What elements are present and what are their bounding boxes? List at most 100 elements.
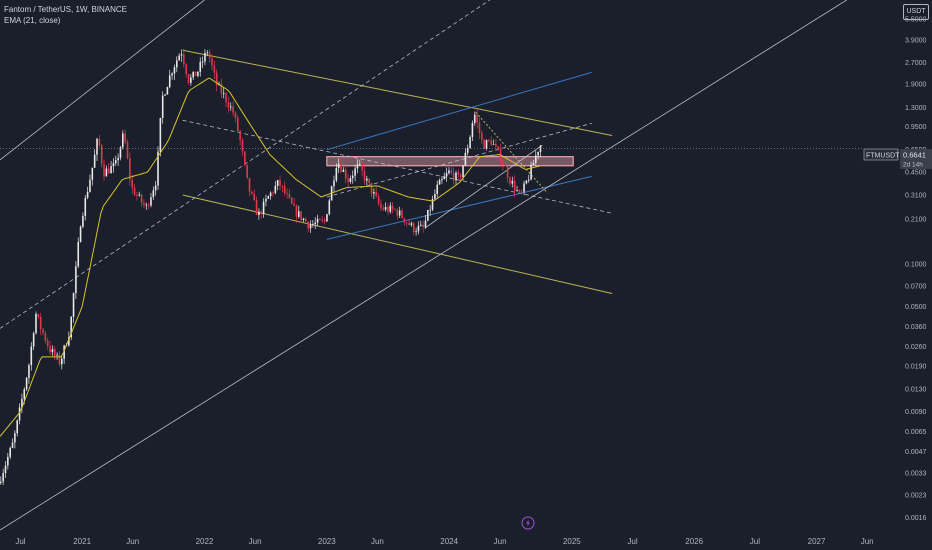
candle-body xyxy=(342,169,345,172)
descending-channel-upper xyxy=(182,49,613,136)
x-tick-label: 2024 xyxy=(440,537,458,546)
candle-body xyxy=(265,198,267,202)
y-tick-label: 0.0130 xyxy=(905,387,927,394)
annotations-layer xyxy=(0,0,847,531)
candle-body xyxy=(244,151,246,165)
candle-body xyxy=(513,180,516,191)
candle-body xyxy=(262,201,265,215)
candle-body xyxy=(337,163,340,168)
candle-body xyxy=(438,180,441,185)
x-tick-label: Jun xyxy=(371,537,384,546)
candle-body xyxy=(429,209,431,211)
candle-body xyxy=(537,151,539,156)
candle-body xyxy=(504,165,507,167)
candle-body xyxy=(46,340,49,346)
candle-body xyxy=(236,117,239,132)
candle-body xyxy=(190,77,192,83)
candle-body xyxy=(434,194,436,199)
candle-body xyxy=(302,218,305,221)
candle-body xyxy=(530,164,532,180)
time-axis[interactable]: Jul 2021 Jun 2022 Jun 2023 Jun 2024 Jun 2025 Jul 20… xyxy=(15,537,873,546)
candle-body xyxy=(398,210,401,216)
candle-body xyxy=(307,221,309,229)
candle-body xyxy=(98,138,101,146)
candle-body xyxy=(391,205,394,210)
rising-channel-upper xyxy=(0,0,205,161)
candle-body xyxy=(260,211,263,215)
candle-body xyxy=(204,53,206,62)
candle-body xyxy=(424,220,427,228)
candle-body xyxy=(314,222,317,225)
candle-body xyxy=(476,114,478,123)
candle-body xyxy=(215,72,218,86)
resistance-zone xyxy=(326,156,574,167)
candle-body xyxy=(427,210,429,221)
candle-body xyxy=(220,83,223,94)
candle-body xyxy=(490,140,492,145)
candle-body xyxy=(114,160,117,164)
candle-body xyxy=(152,190,155,198)
candle-body xyxy=(377,196,380,204)
candle-body xyxy=(321,219,324,221)
ema-21-line xyxy=(0,77,540,437)
candle-body xyxy=(143,202,145,206)
price-tag-countdown: 2d 14h xyxy=(903,162,923,169)
rising-channel-lower xyxy=(0,0,847,531)
candle-body xyxy=(150,197,152,206)
x-tick-label: Jun xyxy=(861,537,874,546)
candle-body xyxy=(403,218,406,223)
candle-body xyxy=(72,293,75,317)
candle-body xyxy=(412,223,415,233)
candle-body xyxy=(126,141,129,159)
candle-body xyxy=(180,54,183,56)
candle-body xyxy=(86,191,89,198)
replay-button[interactable] xyxy=(521,516,535,530)
candle-body xyxy=(112,163,115,167)
candle-body xyxy=(417,225,420,232)
currency-unit-button[interactable]: USDT xyxy=(903,4,929,20)
candle-body xyxy=(201,61,204,63)
candle-body xyxy=(312,224,314,226)
candle-body xyxy=(234,112,237,118)
price-tag-value: 0.6641 xyxy=(903,151,926,160)
candle-body xyxy=(368,178,370,183)
y-tick-label: 0.0016 xyxy=(905,515,927,522)
y-tick-label: 0.0090 xyxy=(905,409,927,416)
zones-layer xyxy=(326,156,574,167)
candle-body xyxy=(255,200,258,215)
x-tick-label: Jun xyxy=(494,537,507,546)
candle-body xyxy=(297,211,300,217)
candle-body xyxy=(32,333,35,347)
candle-body xyxy=(525,180,528,184)
price-axis[interactable]: 5.50003.90002.70001.90001.30000.95000.65… xyxy=(905,16,927,521)
candle-body xyxy=(77,242,80,267)
candle-body xyxy=(396,209,399,216)
candle-body xyxy=(91,167,94,180)
candle-body xyxy=(384,206,387,210)
candle-body xyxy=(131,179,133,188)
candle-body xyxy=(82,216,84,227)
candle-body xyxy=(333,180,335,187)
candle-body xyxy=(420,224,422,226)
candle-body xyxy=(258,211,260,215)
candle-body xyxy=(450,170,453,173)
candle-body xyxy=(56,354,58,356)
candle-body xyxy=(119,147,122,158)
candle-body xyxy=(145,204,148,206)
symbol-title[interactable]: Fantom / TetherUS, 1W, BINANCE xyxy=(4,5,128,14)
indicator-label[interactable]: EMA (21, close) xyxy=(4,16,61,25)
candle-body xyxy=(227,102,230,108)
candle-body xyxy=(138,194,141,196)
candle-body xyxy=(459,174,462,178)
symbol-tag-text: FTMUSDT xyxy=(866,153,900,160)
candle-body xyxy=(21,398,23,408)
candle-body xyxy=(25,377,28,390)
candle-body xyxy=(481,132,483,140)
candle-body xyxy=(340,163,342,172)
candle-body xyxy=(511,180,514,184)
candle-body xyxy=(18,407,21,421)
candle-body xyxy=(161,95,164,118)
candle-body xyxy=(192,71,195,78)
y-tick-label: 0.0260 xyxy=(905,344,927,351)
